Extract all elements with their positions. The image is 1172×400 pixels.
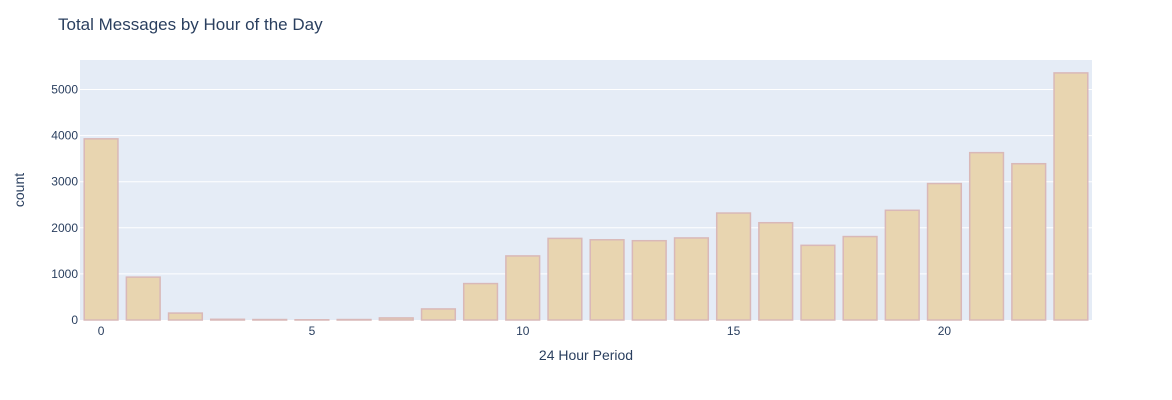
bar-hour-0 bbox=[84, 139, 118, 320]
bar-hour-9 bbox=[464, 284, 498, 320]
bar-hour-2 bbox=[169, 313, 203, 320]
bar-hour-20 bbox=[928, 184, 962, 320]
x-tick-label-10: 10 bbox=[516, 324, 530, 338]
y-tick-labels: 0 1000 2000 3000 4000 5000 bbox=[51, 83, 78, 327]
y-tick-label-0: 0 bbox=[71, 313, 78, 327]
x-axis-title: 24 Hour Period bbox=[539, 347, 633, 363]
x-tick-label-20: 20 bbox=[938, 324, 952, 338]
bar-hour-22 bbox=[1012, 164, 1046, 320]
y-axis-title: count bbox=[11, 173, 27, 207]
x-tick-label-5: 5 bbox=[309, 324, 316, 338]
y-tick-label-1000: 1000 bbox=[51, 267, 78, 281]
x-tick-label-15: 15 bbox=[727, 324, 741, 338]
bar-hour-23 bbox=[1054, 73, 1088, 320]
bar-hour-12 bbox=[590, 240, 624, 320]
bar-hour-19 bbox=[885, 210, 919, 320]
x-tick-label-0: 0 bbox=[98, 324, 105, 338]
y-tick-label-4000: 4000 bbox=[51, 129, 78, 143]
bar-hour-11 bbox=[548, 238, 582, 320]
bar-hour-8 bbox=[422, 309, 456, 320]
bar-hour-13 bbox=[632, 241, 666, 320]
y-tick-label-3000: 3000 bbox=[51, 175, 78, 189]
y-tick-label-2000: 2000 bbox=[51, 221, 78, 235]
bar-hour-10 bbox=[506, 256, 540, 320]
bar-hour-18 bbox=[843, 237, 877, 320]
x-tick-labels: 0 5 10 15 20 bbox=[98, 324, 952, 338]
chart-title: Total Messages by Hour of the Day bbox=[58, 15, 323, 34]
bar-hour-14 bbox=[675, 238, 709, 320]
bar-hour-15 bbox=[717, 213, 751, 320]
bar-hour-16 bbox=[759, 223, 793, 320]
bar-hour-1 bbox=[126, 277, 160, 320]
y-tick-label-5000: 5000 bbox=[51, 83, 78, 97]
bar-hour-21 bbox=[970, 153, 1004, 320]
bar-hour-17 bbox=[801, 245, 835, 320]
bar-hour-7 bbox=[379, 318, 413, 320]
bar-hour-3 bbox=[211, 319, 245, 320]
